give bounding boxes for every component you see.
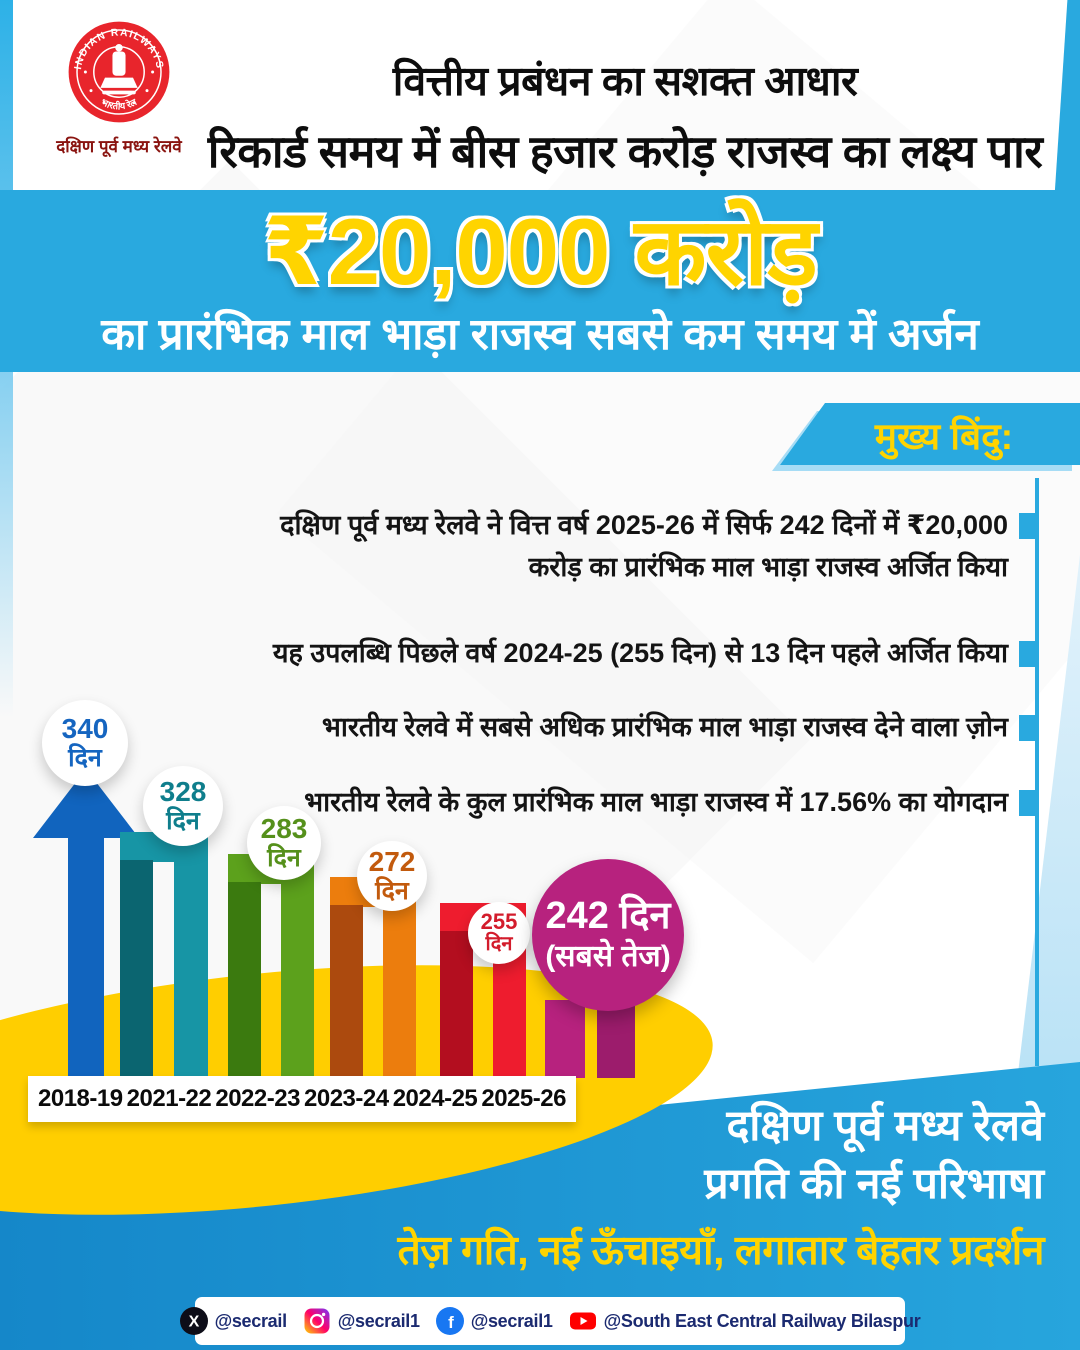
facebook-icon: f [435,1307,464,1335]
bullet-square-icon [1019,790,1035,816]
days-value: 255 [480,909,518,935]
days-unit: दिन [485,933,513,956]
social-handle: @secrail1 [337,1310,420,1331]
chart-bubble-2018-19: 340 दिन [42,700,128,786]
social-handle: @secrail1 [470,1310,553,1331]
days-value: 283 [260,813,308,845]
header-line1: वित्तीय प्रबंधन का सशक्त आधार [392,58,858,104]
days-unit: दिन [267,843,301,872]
youtube-icon [569,1312,596,1330]
header-line2: रिकार्ड समय में बीस हजार करोड़ राजस्व का… [207,126,1043,177]
days-value: 328 [159,776,207,808]
x-axis-label: 2018-19 [38,1085,123,1112]
footer-slogan-block: दक्षिण पूर्व मध्य रेलवे प्रगति की नई परि… [304,1100,1044,1275]
zone-name-label: दक्षिण पूर्व मध्य रेलवे [56,137,182,156]
instagram-icon [304,1308,330,1334]
footer-line2: प्रगति की नई परिभाषा [704,1160,1044,1209]
x-axis-label: 2021-22 [126,1085,212,1112]
x-axis-label: 2023-24 [304,1085,389,1112]
social-item-facebook: f @secrail1 [435,1307,553,1335]
key-point-text: भारतीय रेलवे में सबसे अधिक प्रारंभिक माल… [321,712,1008,742]
days-value: 272 [368,846,416,878]
bullet-square-icon [1019,641,1035,667]
x-axis-label: 2025-26 [481,1085,566,1112]
days-unit: दिन [68,743,102,772]
key-points-banner: मुख्य बिंदु: [780,403,1080,465]
key-point-item: भारतीय रेलवे में सबसे अधिक प्रारंभिक माल… [235,707,1035,749]
chart-bubble-2022-23: 283 दिन [247,806,321,880]
x-twitter-icon: X [179,1307,208,1335]
social-item-x: X @secrail [179,1307,288,1335]
chart-bubble-2021-22: 328 दिन [143,766,223,846]
days-unit: दिन [375,876,409,905]
days-unit: दिन [166,806,200,835]
right-vertical-rule [1035,478,1039,1066]
bar-2018-19-arrow [33,769,139,1078]
bottom-blue-shape [0,1062,1080,1350]
chart-bubble-2024-25: 255 दिन [468,902,530,964]
footer-line3: तेज़ गति, नई ऊँचाइयाँ, लगातार बेहतर प्रद… [397,1226,1044,1273]
x-axis-year-strip: 2018-19 2021-22 2022-23 2023-24 2024-25 … [28,1076,576,1122]
indian-railways-logo-icon: INDIAN RAILWAYS भारतीय रेल [66,19,172,125]
bullet-square-icon [1019,513,1035,539]
key-point-text: दक्षिण पूर्व मध्य रेलवे ने वित्त वर्ष 20… [280,510,1008,582]
highlight-sublabel: (सबसे तेज) [545,940,671,974]
social-item-instagram: @secrail1 [303,1307,420,1335]
highlight-days-label: 242 दिन [545,895,671,938]
key-point-text: यह उपलब्धि पिछले वर्ष 2024-25 (255 दिन) … [272,638,1008,668]
days-value: 340 [61,713,109,745]
key-point-item: भारतीय रेलवे के कुल प्रारंभिक माल भाड़ा … [235,782,1035,824]
key-point-item: दक्षिण पूर्व मध्य रेलवे ने वित्त वर्ष 20… [235,505,1035,589]
headline-subtitle: का प्रारंभिक माल भाड़ा राजस्व सबसे कम सम… [101,310,979,359]
railway-logo-block: INDIAN RAILWAYS भारतीय रेल दक्षिण पूर्व … [34,16,204,157]
social-item-youtube: @South East Central Railway Bilaspur [569,1307,921,1335]
headline-banner: ₹20,000 करोड़ का प्रारंभिक माल भाड़ा राज… [0,190,1080,372]
footer-line1: दक्षिण पूर्व मध्य रेलवे [726,1102,1044,1150]
svg-text:X: X [188,1314,199,1331]
social-media-bar: X @secrail @secrail1 [179,1297,921,1345]
x-axis-label: 2024-25 [392,1085,478,1112]
svg-text:f: f [448,1313,454,1332]
bullet-square-icon [1019,715,1035,741]
key-points-title: मुख्य बिंदु: [874,415,1014,457]
social-handle: @South East Central Railway Bilaspur [603,1310,921,1331]
social-handle: @secrail [214,1310,288,1331]
bar-2021-22-arch [120,832,208,1078]
key-point-item: यह उपलब्धि पिछले वर्ष 2024-25 (255 दिन) … [235,633,1035,675]
bar-2025-26-legs [545,1000,635,1078]
headline-amount: ₹20,000 करोड़ [263,199,817,304]
header-titles: वित्तीय प्रबंधन का सशक्त आधार रिकार्ड सम… [180,52,1070,181]
chart-bubble-2025-26-highlight: 242 दिन (सबसे तेज) [532,859,684,1011]
key-point-text: भारतीय रेलवे के कुल प्रारंभिक माल भाड़ा … [304,787,1008,817]
chart-bubble-2023-24: 272 दिन [357,841,427,911]
svg-text:भारतीय रेल: भारतीय रेल [100,97,139,112]
x-axis-label: 2022-23 [215,1085,300,1112]
bar-2022-23-arch [228,854,314,1078]
